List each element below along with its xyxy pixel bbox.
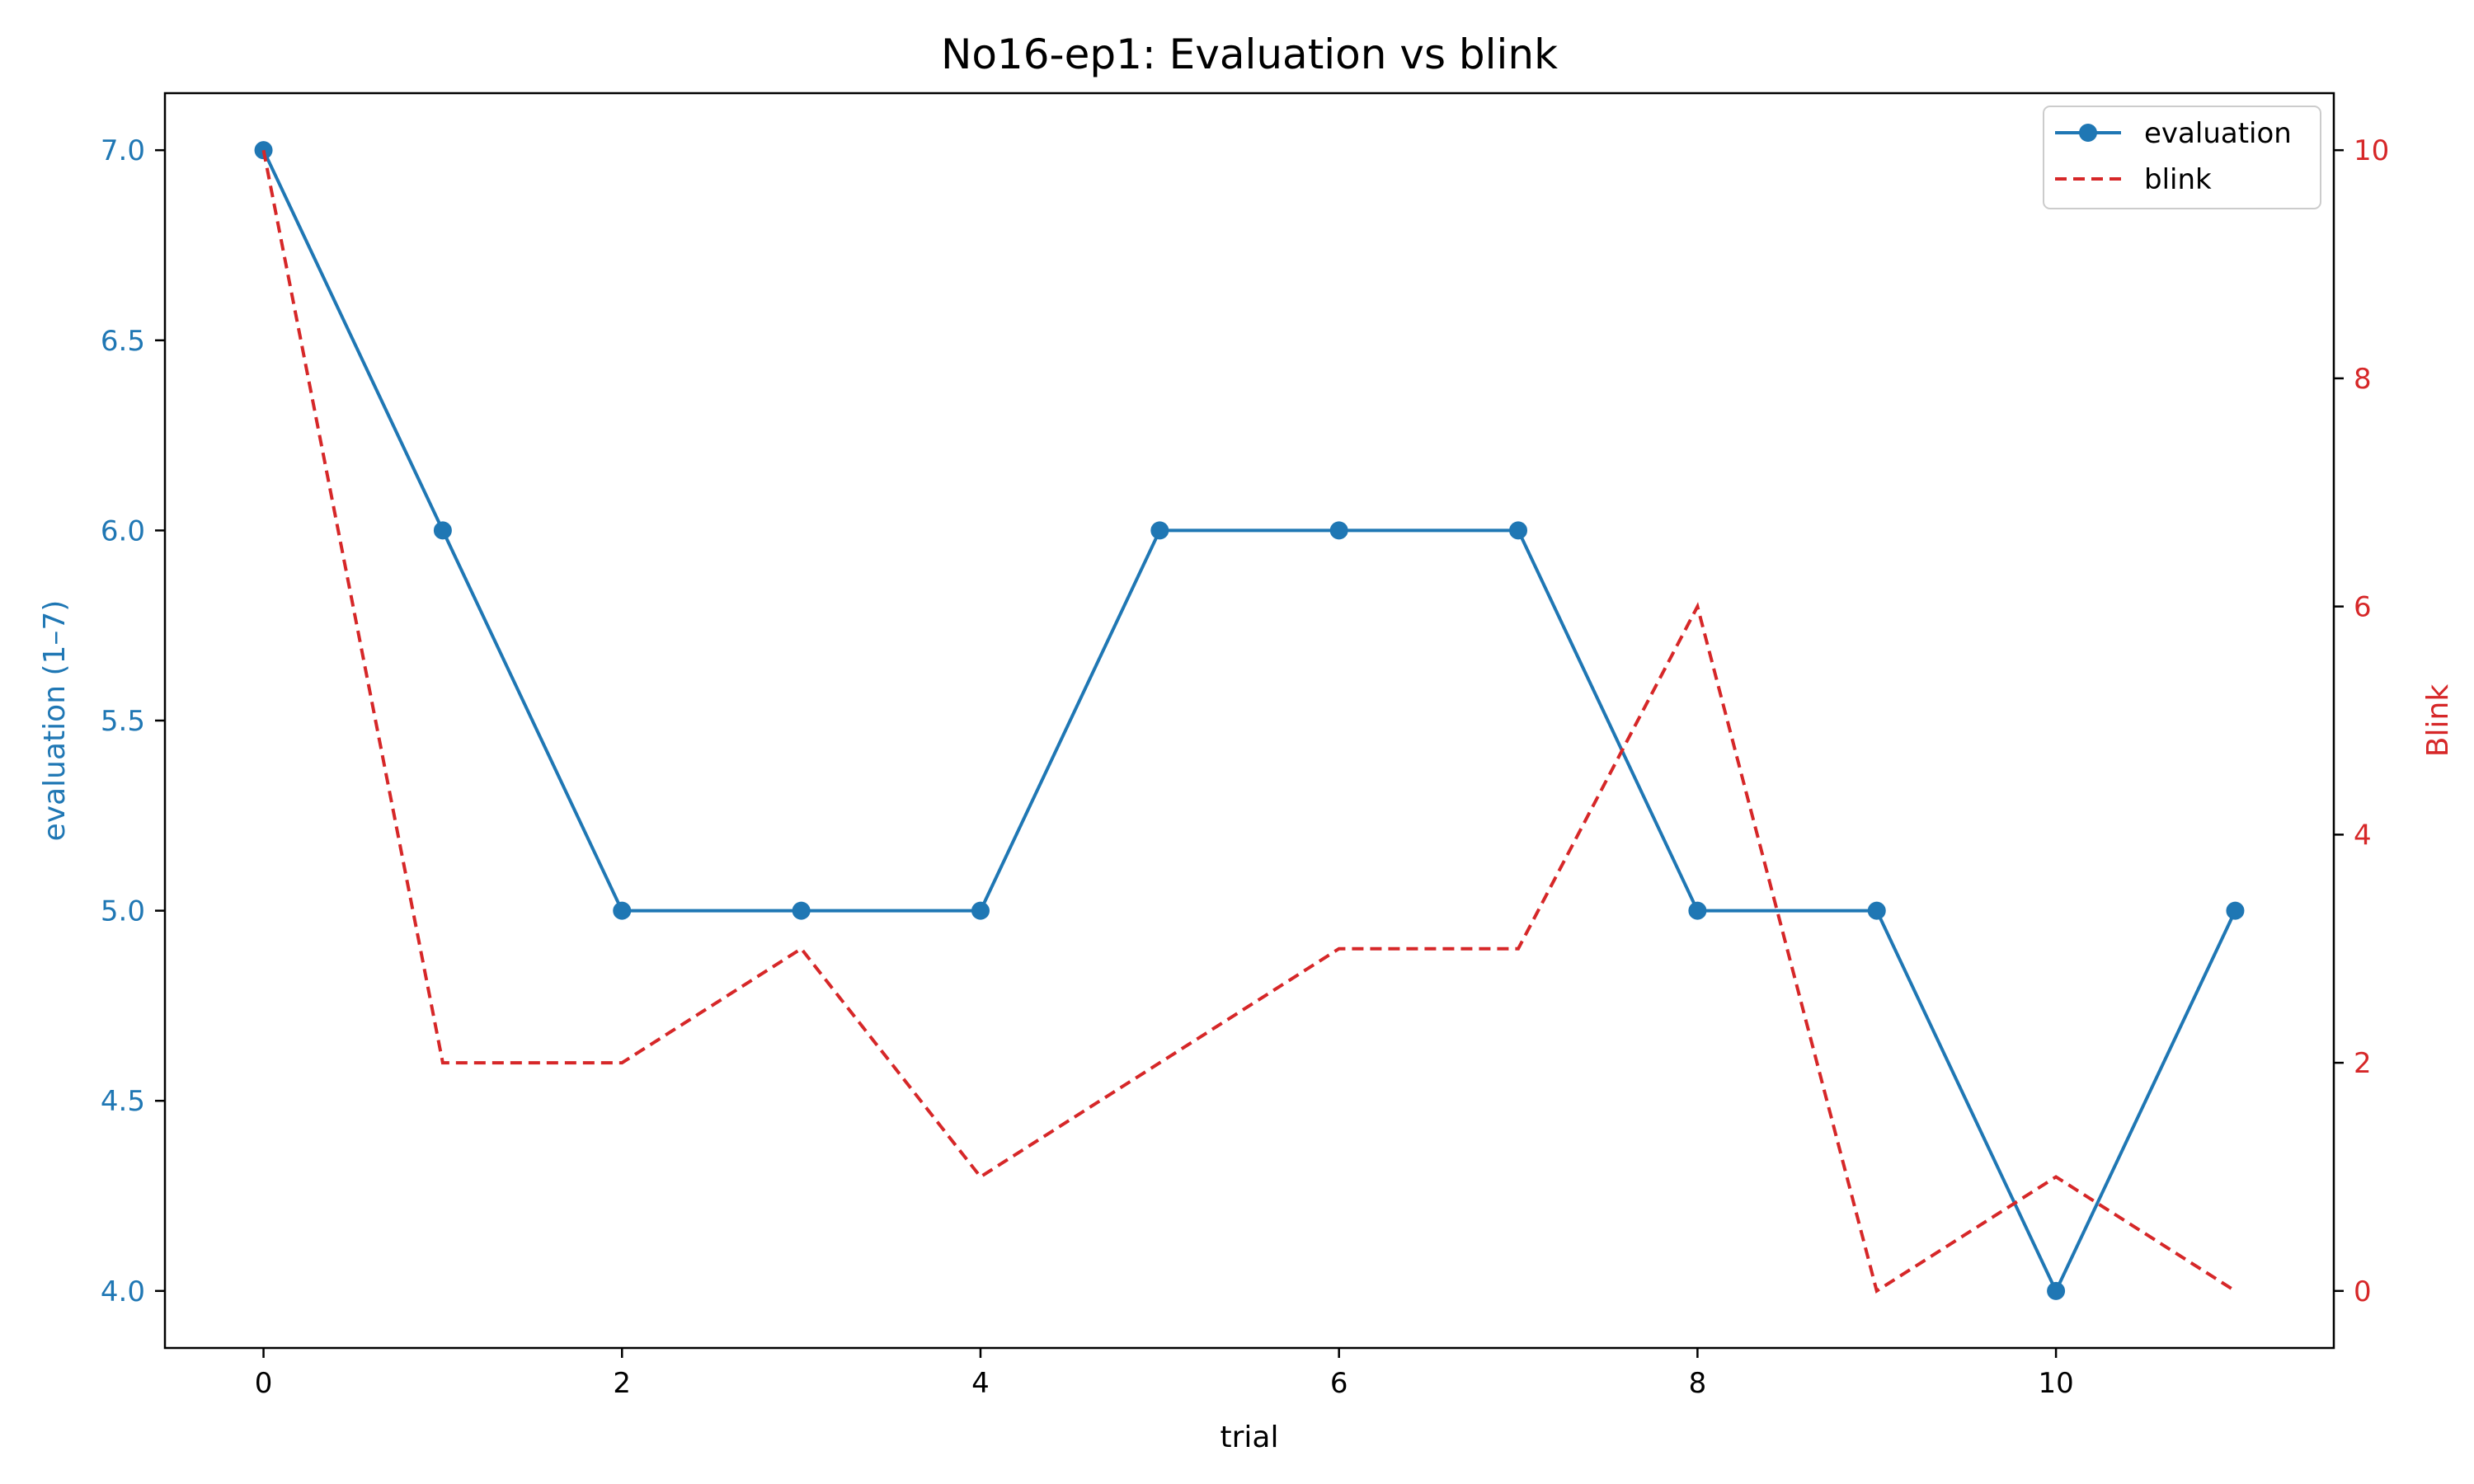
x-tick-label: 0 (255, 1367, 273, 1400)
x-axis-label: trial (1221, 1421, 1279, 1454)
data-point-evaluation (1867, 901, 1886, 920)
x-tick-label: 8 (1689, 1367, 1707, 1400)
y-tick-label-left: 4.0 (101, 1275, 145, 1308)
x-tick-label: 6 (1330, 1367, 1348, 1400)
legend-evaluation-label: evaluation (2144, 117, 2292, 150)
y-tick-label-right: 6 (2354, 591, 2372, 624)
y-tick-label-left: 5.0 (101, 895, 145, 928)
chart-title: No16-ep1: Evaluation vs blink (941, 31, 1558, 78)
y-tick-label-left: 6.0 (101, 514, 145, 547)
series-line-blink (261, 149, 2236, 1294)
data-point-evaluation (971, 901, 990, 920)
y-tick-label-right: 4 (2354, 819, 2372, 852)
data-point-evaluation (433, 521, 452, 540)
data-point-evaluation (613, 901, 632, 920)
y-tick-label-left: 4.5 (101, 1085, 145, 1118)
plot-area (254, 141, 2245, 1300)
y-tick-label-left: 5.5 (101, 705, 145, 738)
series-line-evaluation (261, 149, 2237, 1295)
x-tick-label: 2 (613, 1367, 631, 1400)
x-tick-label: 10 (2038, 1367, 2073, 1400)
axes: 0 2 4 6 8 10 4.0 4.5 5.0 5.5 6.0 6.5 7.0 0 2 4 6 8 10 (101, 134, 2389, 1400)
data-point-evaluation (1509, 521, 1528, 540)
data-point-evaluation (2047, 1281, 2066, 1300)
y-tick-label-right: 8 (2354, 363, 2372, 396)
data-point-evaluation (1329, 521, 1348, 540)
y-tick-label-left: 6.5 (101, 325, 145, 358)
y-axis-label-right: Blink (2421, 684, 2455, 758)
y-tick-label-left: 7.0 (101, 134, 145, 167)
legend-evaluation-marker (2079, 124, 2097, 142)
y-tick-label-right: 0 (2354, 1275, 2372, 1308)
data-point-evaluation (792, 901, 811, 920)
y-tick-label-right: 2 (2354, 1047, 2372, 1080)
y-tick-label-right: 10 (2354, 134, 2389, 167)
data-point-evaluation (1150, 521, 1169, 540)
data-point-evaluation (1688, 901, 1707, 920)
legend-blink-label: blink (2144, 163, 2212, 196)
y-axis-label-left: evaluation (1–7) (38, 600, 72, 842)
x-tick-label: 4 (971, 1367, 990, 1400)
data-point-evaluation (2226, 901, 2245, 920)
legend: evaluation blink (2043, 106, 2321, 209)
